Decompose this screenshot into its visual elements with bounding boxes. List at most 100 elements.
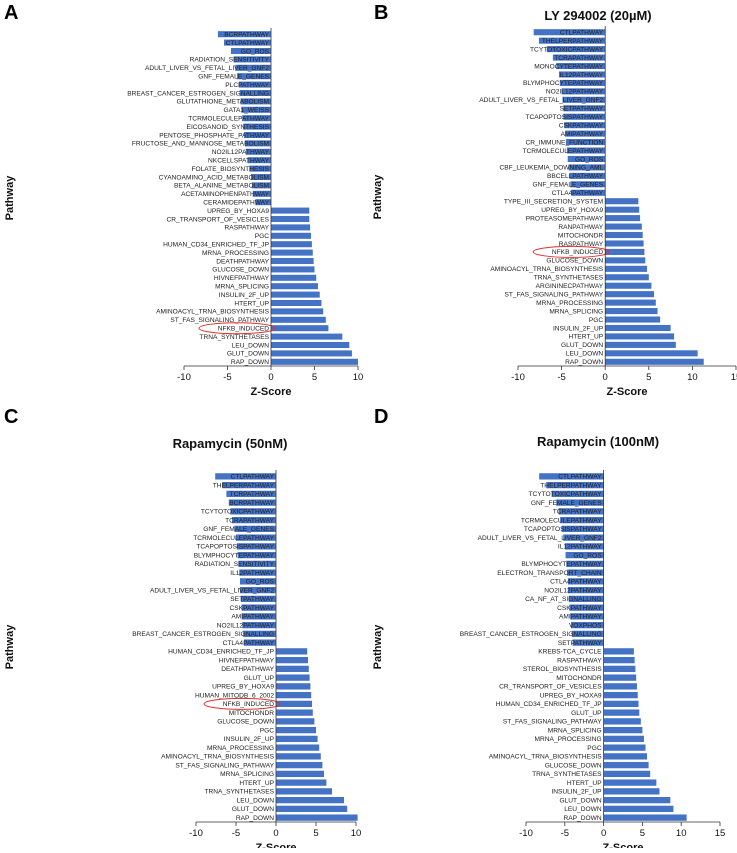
category-label: TCRMOLECULEPATHWAY [522,148,603,155]
x-tick-label: 10 [687,372,698,383]
bar-insulin-2f-up [603,788,660,795]
panel-c: C Rapamycin (50nM) CTLPATHWAY THELPERPATH… [0,400,370,853]
category-label: CTLPATHWAY [231,474,275,481]
bar-mrna-splicing [603,726,643,734]
category-label: IL12PATHWAY [559,72,603,79]
bar-tcrmoleculepathway [242,115,271,122]
panel-letter-b: B [374,2,389,24]
category-label: CR_TRANSPORT_OF_VESICLES [167,216,270,223]
bar-breast-cancer-estrogen-signalling [571,630,604,638]
x-tick-label: 5 [312,372,317,383]
x-tick-label: 0 [273,828,278,839]
category-label: CSKPATHWAY [557,605,602,612]
category-label: RADIATION_SENSITIVITY [195,561,275,568]
bar-aminoacyl-trna-biosynthesis [605,265,648,272]
bar-trna-synthetases [603,770,651,778]
category-label: HIVNEFPATHWAY [214,275,270,282]
bar-voxphos [571,621,604,629]
category-label: LEU_DOWN [564,806,602,813]
category-label: CBF_LEUKEMIA_DOWNING_AML [499,165,603,172]
category-label: MITOCHONDR [556,675,602,682]
bar-htert-up [276,779,327,786]
category-label: TCAPOPTOSISPATHWAY [524,526,602,533]
category-label: DEATHPATHWAY [221,666,274,673]
bar-cyanoamino-acid-metabolism [250,173,271,181]
bar-adult-liver-vs-fetal-liver-gnf2 [563,534,604,541]
category-label: UPREG_BY_HOXA9 [207,208,269,215]
bar-ctla4pathway [244,639,276,646]
category-label: GLUT_DOWN [559,797,601,804]
bar-go-ros [567,155,606,163]
bar-bbcellpathway [569,172,606,179]
category-label: PGC [255,233,270,240]
bar-leu-down [276,796,344,804]
category-label: GNF_FEMALE_GENES [532,182,603,189]
bar-tcrpathway [226,490,276,498]
bar-glucose-down [276,718,315,725]
bar-glut-up [603,709,640,716]
category-label: LEU_DOWN [232,342,270,349]
category-label: CTLPATHWAY [560,30,604,37]
category-label: TCYTOTOXICPATHWAY [530,46,604,53]
bar-proteasomepathway [605,215,641,222]
category-label: AMIPATHWAY [559,614,602,621]
bar-mrna-splicing [276,770,324,778]
bar-folate-biosynthesis [249,165,271,172]
bar-go-ros [565,551,604,559]
bar-raspathway [271,224,311,231]
category-label: BREAST_CANCER_ESTROGEN_SIGNALLING [132,631,274,638]
bar-upreg-by-hoxa9 [603,691,638,699]
x-tick-label: -5 [223,372,231,383]
bar-gata1-weiss [241,106,271,113]
category-label: INSULIN_2F_UP [219,292,270,299]
bar-raspathway [603,656,635,664]
bar-tcrapathway [558,508,604,515]
bar-human-cd34-enriched-tf-jp [271,241,312,248]
y-axis-label: Pathway [4,175,16,221]
category-label: TCYTOTOXICPATHWAY [201,509,275,516]
bar-no2il12pathway [567,586,604,594]
bar-st-fas-signaling-pathway [276,761,323,769]
category-label: TCYTOTOXICPATHWAY [528,491,602,498]
category-label: ADULT_LIVER_VS_FETAL_LIVER_GNF2 [150,587,274,594]
bar-radiation-sensitivity [238,560,276,568]
category-label: DEATHPATHWAY [216,258,269,265]
category-label: AMINOACYL_TRNA_BIOSYNTHESIS [156,309,269,316]
bar-thelperpathway [546,481,604,489]
category-label: MRNA_PROCESSING [202,250,269,257]
category-label: THELPERPATHWAY [540,482,602,489]
bar-insulin-2f-up [276,735,318,743]
bar-human-mitodb-6-2002 [276,691,312,699]
category-label: MRNA_PROCESSING [207,745,274,752]
category-label: GLUT_DOWN [232,806,274,813]
x-tick-label: 10 [351,828,362,839]
bar-glut-down [605,341,676,348]
category-label: AMINOACYL_TRNA_BIOSYNTHESIS [489,754,602,761]
category-label: RASPATHWAY [225,225,270,232]
category-label: ST_FAS_SIGNALING_PATHWAY [170,317,269,324]
category-label: LEU_DOWN [566,351,604,358]
bar-ctlpathway [215,473,276,480]
category-label: GLUCOSE_DOWN [217,719,274,726]
category-label: GNF_FEMALE_GENES [198,74,269,81]
category-label: RAP_DOWN [565,359,603,366]
category-label: STEROL_BIOSYNTHESIS [523,666,602,673]
bar-deathpathway [271,257,314,265]
bar-adult-liver-vs-fetal-liver-gnf2 [562,96,606,103]
bar-radiation-sensitivity [233,56,271,63]
category-label: BCRPATHWAY [229,500,274,507]
bar-rap-down [271,358,358,365]
category-label: CTLPATHWAY [558,474,602,481]
category-label: GLUT_DOWN [227,351,269,358]
category-label: INSULIN_2F_UP [224,736,275,743]
bar-mrna-splicing [271,283,318,290]
category-label: TCAPOPTOSISPATHWAY [526,114,604,121]
bar-glut-down [603,796,671,804]
bar-cr-transport-of-vesicles [271,215,310,223]
bar-pgc [271,232,312,239]
bar-pentose-phosphate-pathway [244,131,271,139]
panel-title-c: Rapamycin (50nM) [172,436,288,451]
bar-st-fas-signaling-pathway [605,291,655,298]
category-label: TCRAPATHWAY [554,55,603,62]
category-label: MITOCHONDR [229,710,275,717]
